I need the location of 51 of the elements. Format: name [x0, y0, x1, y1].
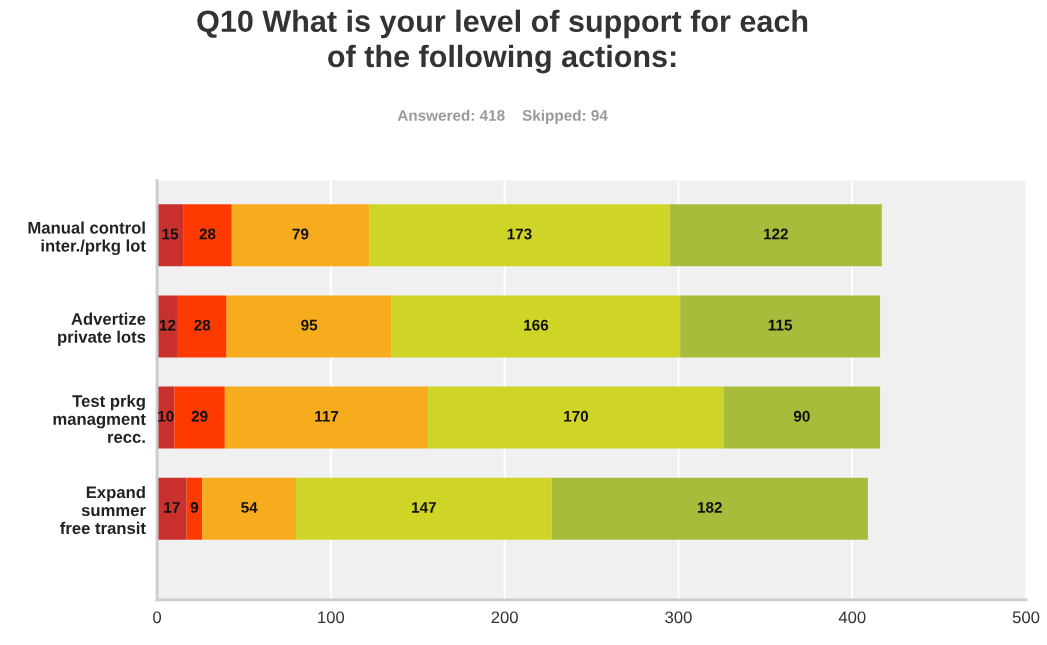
x-tick-label: 400 — [838, 611, 866, 624]
bar — [224, 386, 429, 449]
data-label: 147 — [412, 502, 436, 513]
data-label: 28 — [199, 228, 216, 240]
y-tick-label: Expand summer free transit — [60, 485, 146, 535]
data-label: 117 — [315, 411, 339, 422]
data-label: 28 — [194, 319, 211, 331]
bar — [296, 477, 552, 540]
bar — [226, 295, 392, 358]
bar — [157, 295, 178, 358]
x-tick-label: 300 — [665, 611, 692, 624]
y-tick-label: Advertize private lots — [58, 312, 146, 347]
bar — [428, 386, 724, 449]
y-tick-label: Test prkg managment recc. — [53, 394, 146, 443]
bar — [174, 386, 225, 449]
data-label: 115 — [768, 319, 793, 331]
data-label: 9 — [190, 501, 199, 513]
bar — [723, 386, 881, 449]
data-label: 10 — [158, 410, 174, 422]
chart-title: Q10 What is your level of support for each of the following actions: — [197, 9, 808, 74]
bar — [202, 477, 297, 540]
bar — [157, 204, 184, 267]
data-label: 17 — [164, 502, 180, 513]
data-label: 54 — [241, 502, 258, 513]
data-label: 173 — [507, 228, 532, 240]
data-label: 122 — [764, 228, 788, 240]
x-tick-label: 500 — [1012, 611, 1040, 624]
bar — [157, 477, 187, 540]
bar — [391, 295, 681, 358]
data-label: 166 — [524, 319, 549, 331]
data-label: 79 — [292, 228, 309, 240]
data-label: 29 — [191, 410, 208, 422]
bar — [369, 204, 670, 267]
x-tick-label: 200 — [491, 611, 518, 624]
bar — [551, 477, 868, 540]
data-label: 182 — [697, 501, 722, 513]
bar — [669, 204, 882, 267]
x-tick-label: 0 — [153, 611, 162, 624]
chart-subtitle: Answered: 418 Skipped: 94 — [397, 109, 608, 124]
bar — [183, 204, 232, 267]
data-label: 12 — [159, 319, 176, 331]
bar — [186, 477, 203, 540]
data-label: 90 — [793, 410, 810, 422]
y-tick-label: Manual control inter./prkg lot — [28, 221, 146, 256]
data-label: 95 — [301, 319, 318, 331]
data-label: 15 — [162, 228, 179, 240]
bar — [177, 295, 227, 358]
data-label: 170 — [564, 410, 589, 422]
bar — [680, 295, 881, 358]
bar — [231, 204, 370, 267]
x-tick-label: 100 — [318, 611, 345, 624]
